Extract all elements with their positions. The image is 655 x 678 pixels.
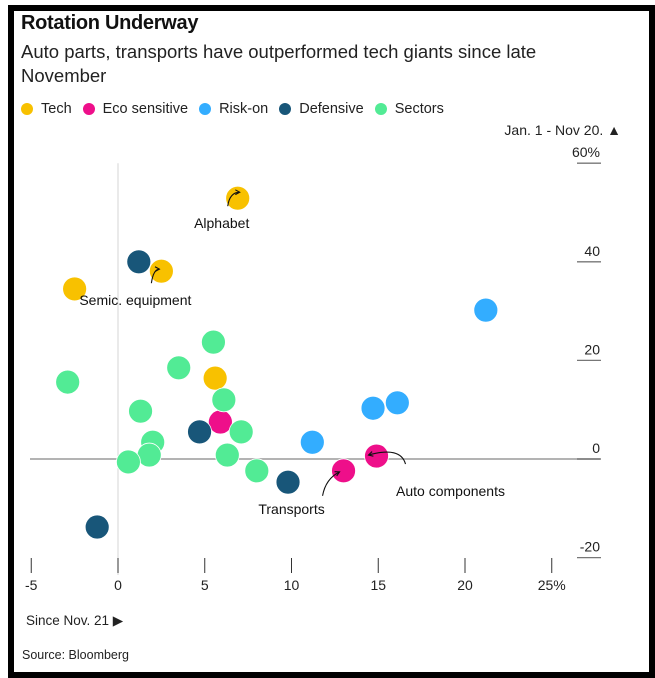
data-point-risk-on <box>473 297 499 323</box>
legend-item-risk-on: Risk-on <box>199 101 268 117</box>
chart-subtitle: Auto parts, transports have outperformed… <box>21 41 537 86</box>
x-tick-label: 0 <box>114 577 122 593</box>
annotation-label: Alphabet <box>194 215 249 231</box>
legend-dot-icon <box>199 103 212 115</box>
legend-item-eco-sensitive: Eco sensitive <box>82 101 189 117</box>
x-tick-label: 10 <box>284 577 300 593</box>
annotation-arrow <box>227 191 240 207</box>
data-point-sectors <box>244 458 270 484</box>
legend-label: Defensive <box>299 101 364 117</box>
annotation-label: Auto components <box>396 483 505 499</box>
data-point-eco-sensitive <box>364 443 389 469</box>
chart-frame <box>8 5 655 678</box>
data-point-defensive <box>187 419 212 445</box>
legend-label: Eco sensitive <box>102 101 189 117</box>
legend-item-tech: Tech <box>21 101 72 117</box>
y-tick-label: 40 <box>584 243 600 259</box>
data-point-tech <box>202 365 228 391</box>
data-point-defensive <box>84 514 110 540</box>
data-point-risk-on <box>299 429 325 455</box>
legend-label: Sectors <box>394 101 444 117</box>
legend: Tech Eco sensitive Risk-on Defensive Sectors <box>21 101 455 117</box>
data-point-eco-sensitive <box>331 458 356 484</box>
data-point-risk-on <box>360 395 386 421</box>
data-point-sectors <box>228 419 254 445</box>
data-point-defensive <box>126 249 152 275</box>
legend-item-defensive: Defensive <box>279 101 364 117</box>
arrowhead-icon <box>334 471 341 477</box>
data-point-sectors <box>128 398 153 424</box>
arrowhead-icon <box>367 451 374 457</box>
data-point-tech <box>62 276 88 302</box>
annotation-label: Semic. equipment <box>79 292 191 308</box>
legend-item-sectors: Sectors <box>374 101 444 117</box>
legend-dot-icon <box>82 103 95 115</box>
y-tick-label: -20 <box>580 539 600 555</box>
chart-title: Rotation Underway <box>21 12 199 34</box>
data-point-sectors <box>166 355 192 381</box>
y-tick-label: 60% <box>572 144 600 160</box>
source-note: Source: Bloomberg <box>22 648 130 662</box>
data-point-sectors <box>55 369 81 395</box>
data-point-sectors <box>116 449 141 475</box>
data-point-sectors <box>201 329 226 355</box>
x-axis-label: Since Nov. 21 ▶ <box>26 613 124 628</box>
data-point-sectors <box>214 442 240 468</box>
data-point-risk-on <box>384 390 410 416</box>
arrowhead-icon <box>154 266 161 273</box>
x-tick-label: 25% <box>538 577 566 593</box>
data-point-eco-sensitive <box>207 409 233 435</box>
y-tick-label: 20 <box>584 341 600 357</box>
legend-label: Risk-on <box>219 101 269 117</box>
arrowhead-icon <box>235 189 241 196</box>
data-point-tech <box>225 185 251 211</box>
legend-dot-icon <box>21 103 33 115</box>
legend-dot-icon <box>279 103 292 115</box>
annotation-arrow <box>368 451 407 465</box>
x-tick-label: 15 <box>370 577 386 593</box>
y-axis-label: Jan. 1 - Nov 20. ▲ <box>504 122 621 138</box>
data-point-sectors <box>136 442 162 468</box>
annotation-label: Transports <box>258 501 324 517</box>
data-point-defensive <box>275 469 301 495</box>
data-point-sectors <box>211 387 237 413</box>
data-point-tech <box>148 258 174 284</box>
x-tick-label: -5 <box>25 577 38 593</box>
legend-dot-icon <box>374 103 387 115</box>
legend-label: Tech <box>41 101 72 117</box>
y-tick-label: 0 <box>592 440 600 456</box>
x-tick-label: 5 <box>201 577 209 593</box>
x-tick-label: 20 <box>457 577 473 593</box>
annotation-arrow <box>322 471 340 496</box>
